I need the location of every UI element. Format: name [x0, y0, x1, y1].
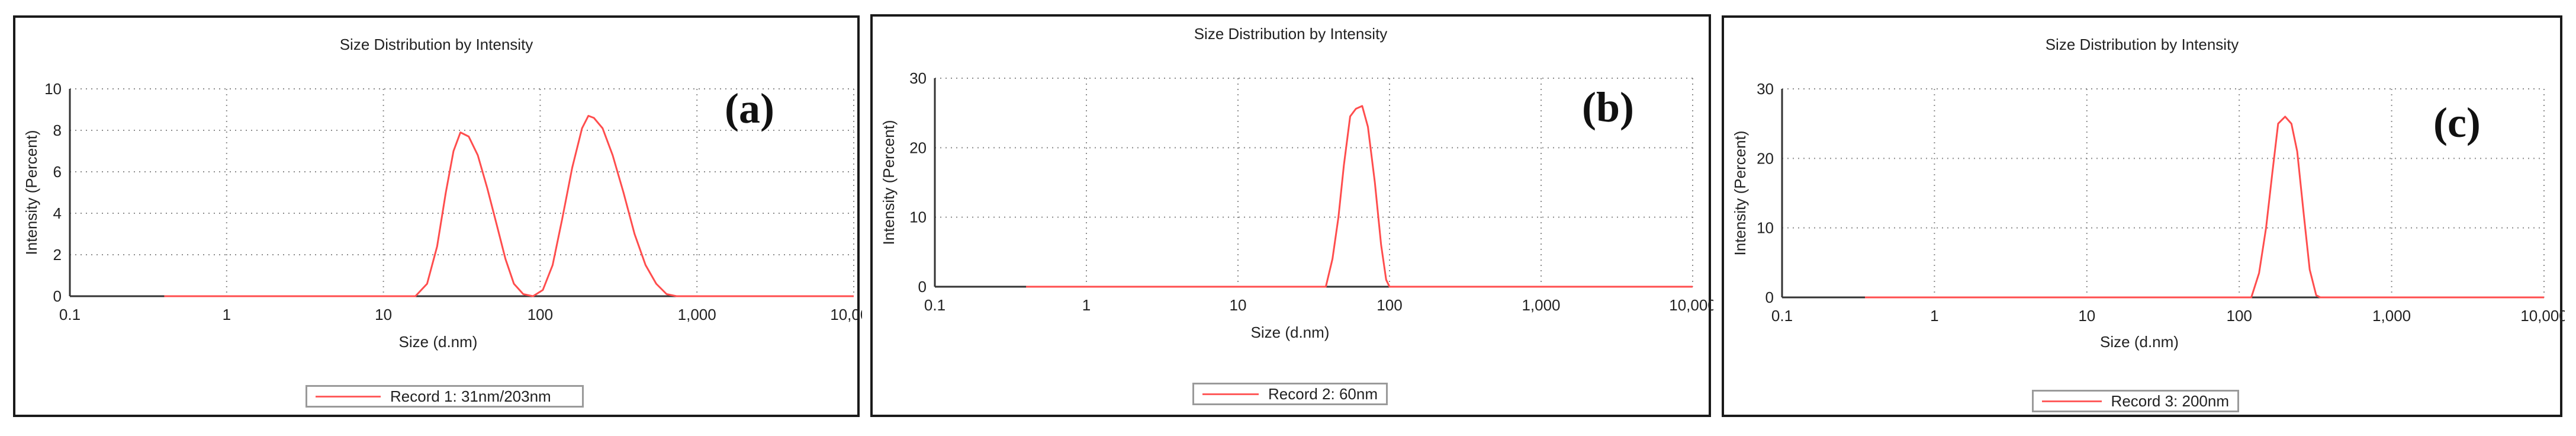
y-tick-label: 0 — [1765, 288, 1774, 306]
x-tick-label: 10 — [1230, 296, 1247, 314]
y-tick-label: 20 — [909, 139, 927, 156]
x-axis-label: Size (d.nm) — [399, 333, 478, 351]
chart-panel-a: Size Distribution by Intensity 0.1 1 10 100… — [13, 15, 862, 417]
chart-title: Size Distribution by Intensity — [2045, 36, 2239, 53]
y-tick-label: 0 — [53, 287, 62, 305]
legend-swatch — [2042, 400, 2102, 402]
series-line — [1865, 116, 2544, 299]
x-tick-label: 1,000 — [678, 306, 716, 323]
x-tick-label: 10,000 — [830, 306, 862, 323]
x-tick-label: 10,000 — [2520, 307, 2565, 325]
x-tick-label: 0.1 — [1771, 307, 1793, 325]
x-tick-label: 10 — [375, 306, 392, 323]
chart-plot-c: 0.1 1 10 100 1,000 10,000 0 10 20 30 Size (d.nm) In… — [1731, 80, 2565, 351]
legend-swatch — [316, 395, 381, 397]
x-axis-label: Size (d.nm) — [2100, 333, 2179, 351]
legend-entry: Record 2: 60nm — [1268, 384, 1378, 403]
x-tick-label: 10 — [2078, 307, 2095, 325]
x-tick-label: 1 — [1930, 307, 1938, 325]
y-axis-label: Intensity (Percent) — [22, 130, 40, 255]
legend-swatch — [1202, 393, 1259, 395]
y-tick-label: 10 — [1757, 219, 1774, 237]
chart-legend: Record 1: 31nm/203nm — [305, 385, 584, 408]
y-tick-label: 20 — [1757, 149, 1774, 167]
x-tick-label: 100 — [528, 306, 553, 323]
legend-entry: Record 1: 31nm/203nm — [390, 387, 551, 405]
chart-plot-a: 0.1 1 10 100 1,000 10,000 0 2 4 6 8 10 Size (d.nm) In… — [22, 80, 862, 351]
panel-label: (b) — [1582, 84, 1634, 131]
y-tick-label: 8 — [53, 121, 62, 139]
y-tick-label: 30 — [909, 69, 927, 87]
series-line — [1026, 105, 1693, 288]
y-tick-label: 10 — [909, 209, 927, 226]
y-tick-label: 6 — [53, 163, 62, 181]
x-tick-label: 100 — [2227, 307, 2252, 325]
x-tick-label: 100 — [1377, 296, 1402, 314]
x-tick-label: 1 — [223, 306, 231, 323]
chart-legend: Record 2: 60nm — [1192, 383, 1388, 405]
y-axis-label: Intensity (Percent) — [1731, 131, 1749, 256]
chart-plot-b: 0.1 1 10 100 1,000 10,000 0 10 20 30 Size (d.nm) In… — [880, 69, 1713, 341]
y-tick-label: 0 — [918, 278, 927, 296]
y-tick-label: 2 — [53, 246, 62, 264]
x-tick-label: 1 — [1082, 296, 1091, 314]
x-tick-label: 0.1 — [59, 306, 81, 323]
legend-entry: Record 3: 200nm — [2111, 392, 2229, 410]
chart-panel-c: Size Distribution by Intensity 0.1 1 10 100… — [1722, 15, 2565, 417]
chart-legend: Record 3: 200nm — [2032, 390, 2239, 412]
y-axis-label: Intensity (Percent) — [880, 120, 898, 245]
chart-panel-b: Size Distribution by Intensity 0.1 1 10 100… — [870, 14, 1713, 417]
y-tick-label: 10 — [44, 80, 62, 98]
x-tick-label: 0.1 — [924, 296, 946, 314]
x-axis-label: Size (d.nm) — [1251, 323, 1330, 341]
x-tick-label: 10,000 — [1669, 296, 1713, 314]
panel-label: (a) — [725, 85, 774, 132]
series-line — [164, 115, 854, 297]
y-tick-label: 30 — [1757, 80, 1774, 98]
x-tick-label: 1,000 — [2372, 307, 2411, 325]
chart-title: Size Distribution by Intensity — [339, 36, 533, 53]
x-tick-label: 1,000 — [1522, 296, 1560, 314]
y-tick-label: 4 — [53, 204, 62, 222]
panel-label: (c) — [2433, 99, 2481, 146]
chart-title: Size Distribution by Intensity — [1194, 25, 1388, 43]
